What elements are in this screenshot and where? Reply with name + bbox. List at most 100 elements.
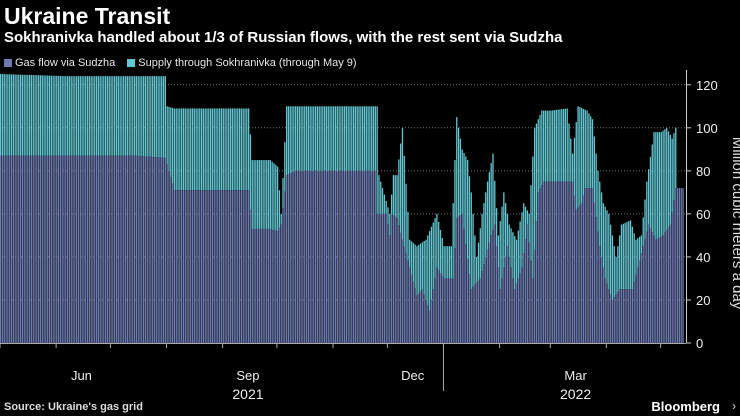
y-tick-label: 120: [696, 78, 718, 93]
bar-sudzha: [658, 237, 661, 343]
bar-sokhranivka: [204, 108, 206, 191]
bar-sokhranivka: [635, 239, 637, 275]
bar-sokhranivka: [640, 235, 643, 254]
bar-sudzha: [47, 155, 49, 343]
bar-sokhranivka: [311, 106, 313, 171]
bar-sudzha: [660, 236, 662, 343]
bar-sudzha: [74, 155, 76, 343]
bar-sokhranivka: [400, 143, 402, 233]
bar-sudzha: [553, 181, 556, 343]
bar-sokhranivka: [414, 244, 416, 289]
bar-sokhranivka: [28, 74, 31, 156]
bar-sudzha: [387, 224, 389, 343]
bar-sokhranivka: [112, 76, 114, 156]
bar-sudzha: [515, 283, 518, 343]
bar-sudzha: [226, 190, 228, 343]
bar-sokhranivka: [466, 160, 469, 260]
bar-sokhranivka: [510, 228, 512, 268]
bar-sokhranivka: [517, 230, 519, 279]
bar-sokhranivka: [427, 235, 429, 306]
bar-sokhranivka: [374, 106, 376, 171]
bar-sokhranivka: [488, 172, 491, 243]
bar-sudzha: [611, 299, 614, 343]
bar-sudzha: [476, 282, 478, 343]
bar-sudzha: [443, 278, 445, 343]
bar-sudzha: [148, 156, 150, 343]
bar-sokhranivka: [83, 76, 85, 156]
bar-sokhranivka: [48, 75, 51, 156]
bar-sudzha: [360, 170, 362, 343]
bar-sokhranivka: [552, 110, 554, 182]
bar-sudzha: [635, 274, 637, 343]
bar-sokhranivka: [340, 106, 342, 171]
bar-sudzha: [588, 188, 590, 343]
bar-sudzha: [398, 225, 400, 343]
bar-sokhranivka: [235, 108, 237, 191]
bar-sudzha: [552, 181, 554, 343]
bar-sokhranivka: [390, 194, 393, 214]
bar-sokhranivka: [32, 75, 34, 156]
bar-sokhranivka: [10, 74, 13, 156]
bar-sudzha: [676, 188, 679, 343]
bar-sudzha: [568, 181, 570, 343]
bar-sokhranivka: [499, 221, 501, 290]
bar-sokhranivka: [155, 76, 157, 158]
bar-sudzha: [85, 155, 87, 343]
bar-sudzha: [669, 224, 672, 343]
bar-sokhranivka: [295, 106, 297, 171]
bar-sudzha: [334, 170, 337, 343]
bar-sudzha: [336, 170, 338, 343]
bar-sokhranivka: [222, 108, 224, 191]
bar-sokhranivka: [21, 74, 24, 156]
bar-sudzha: [447, 278, 449, 343]
bar-sokhranivka: [228, 108, 230, 191]
bar-sudzha: [514, 289, 516, 343]
bar-sokhranivka: [548, 110, 550, 182]
bar-sokhranivka: [575, 122, 577, 210]
bar-sudzha: [314, 170, 317, 343]
bar-sokhranivka: [474, 235, 476, 285]
bar-sudzha: [117, 155, 119, 343]
bar-sudzha: [376, 213, 378, 343]
bar-sokhranivka: [92, 76, 94, 156]
bar-sudzha: [349, 170, 351, 343]
bar-sudzha: [532, 278, 534, 343]
bar-sudzha: [352, 170, 355, 343]
bar-sokhranivka: [514, 235, 516, 290]
bar-sudzha: [253, 228, 255, 343]
bar-sudzha: [439, 273, 442, 343]
bar-sokhranivka: [273, 163, 275, 231]
bar-sokhranivka: [441, 238, 443, 276]
bar-sokhranivka: [130, 76, 132, 156]
bar-sudzha: [240, 190, 243, 343]
bar-sokhranivka: [347, 106, 349, 171]
bar-sudzha: [133, 155, 136, 343]
bar-sudzha: [222, 190, 224, 343]
bar-sokhranivka: [97, 76, 100, 156]
bar-sokhranivka: [588, 113, 590, 189]
bar-sudzha: [543, 181, 545, 343]
bar-sudzha: [445, 278, 447, 343]
bar-sokhranivka: [336, 106, 338, 171]
bar-sudzha: [624, 289, 626, 343]
bar-sokhranivka: [555, 109, 557, 182]
legend-label-sudzha: Gas flow via Sudzha: [15, 57, 116, 69]
bar-sudzha: [41, 155, 43, 343]
bar-sokhranivka: [213, 108, 215, 191]
bar-sokhranivka: [77, 76, 80, 156]
bar-sokhranivka: [54, 75, 56, 156]
bar-sokhranivka: [298, 106, 300, 171]
bar-sokhranivka: [380, 181, 382, 214]
bar-sudzha: [338, 170, 340, 343]
bar-sudzha: [486, 249, 489, 343]
bar-sudzha: [224, 190, 226, 343]
bar-sudzha: [271, 229, 273, 343]
bar-sokhranivka: [95, 76, 98, 156]
bar-sokhranivka: [278, 190, 281, 228]
bar-sokhranivka: [371, 106, 373, 171]
bar-sokhranivka: [590, 116, 592, 189]
bar-sudzha: [298, 170, 300, 343]
bar-sudzha: [427, 305, 429, 343]
bar-sudzha: [472, 287, 474, 343]
bar-sudzha: [101, 155, 103, 343]
